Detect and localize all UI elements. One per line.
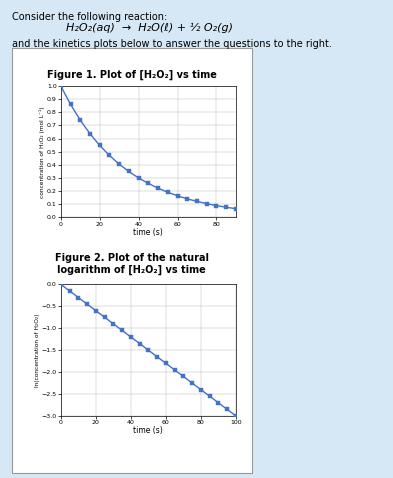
Text: Figure 2. Plot of the natural
logarithm of [H₂O₂] vs time: Figure 2. Plot of the natural logarithm … (55, 253, 209, 275)
Text: Consider the following reaction:: Consider the following reaction: (12, 12, 167, 22)
Y-axis label: ln(concentration of H₂O₂): ln(concentration of H₂O₂) (35, 314, 40, 387)
X-axis label: time (s): time (s) (134, 228, 163, 237)
Text: and the kinetics plots below to answer the questions to the right.: and the kinetics plots below to answer t… (12, 39, 332, 49)
Text: Figure 1. Plot of [H₂O₂] vs time: Figure 1. Plot of [H₂O₂] vs time (47, 70, 217, 80)
Text: H₂O₂(aq)  →  H₂O(ℓ) + ½ O₂(g): H₂O₂(aq) → H₂O(ℓ) + ½ O₂(g) (66, 23, 233, 33)
X-axis label: time (s): time (s) (134, 426, 163, 435)
Y-axis label: concentration of H₂O₂ (mol L⁻¹): concentration of H₂O₂ (mol L⁻¹) (39, 106, 46, 197)
